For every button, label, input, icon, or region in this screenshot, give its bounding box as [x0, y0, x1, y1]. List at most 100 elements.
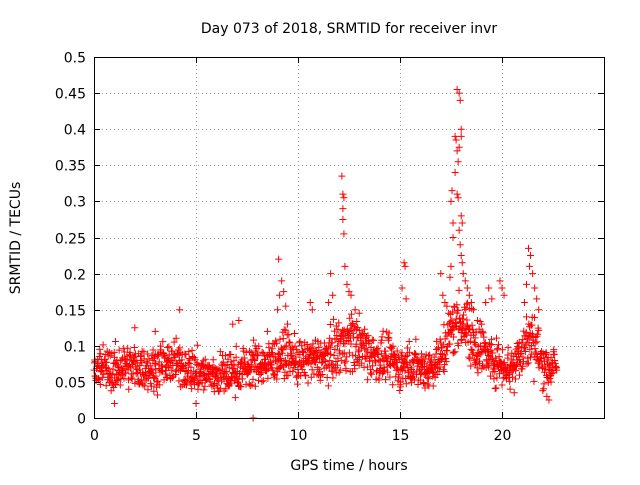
data-point-peak [531, 284, 539, 292]
data-point [110, 384, 118, 392]
data-point [183, 381, 191, 389]
data-point-peak [461, 277, 469, 285]
data-point-peak [274, 306, 282, 314]
data-point [463, 316, 471, 324]
data-point [379, 327, 387, 335]
data-point [135, 380, 143, 388]
data-point-peak [533, 295, 541, 303]
data-point [314, 337, 322, 345]
data-point [425, 375, 433, 383]
data-point-peak [355, 309, 363, 317]
data-point [466, 337, 474, 345]
data-point [420, 380, 428, 388]
data-point [438, 356, 446, 364]
data-point [304, 379, 312, 387]
data-point [130, 344, 138, 352]
data-point-peak [282, 302, 290, 310]
data-point [454, 306, 462, 314]
data-point [294, 380, 302, 388]
data-point-peak [347, 291, 355, 299]
data-point-peak [308, 306, 316, 314]
data-point [144, 386, 152, 394]
data-point [491, 368, 499, 376]
data-point [193, 341, 201, 349]
data-point [302, 372, 310, 380]
data-point [199, 357, 207, 365]
y-tick-label: 0.25 [55, 232, 86, 248]
data-point-peak [275, 255, 283, 263]
data-point-peak [131, 324, 139, 332]
data-point [281, 343, 289, 351]
data-point [449, 349, 457, 357]
data-point [419, 378, 427, 386]
data-point [534, 330, 542, 338]
data-point [168, 357, 176, 365]
data-point [291, 361, 299, 369]
data-point-peak [343, 280, 351, 288]
data-point-peak [449, 234, 457, 241]
data-point [405, 348, 413, 356]
data-point [273, 375, 281, 383]
data-point [238, 375, 246, 383]
data-point [169, 374, 177, 382]
data-point [219, 358, 227, 366]
data-point [465, 353, 473, 361]
data-point [398, 349, 406, 357]
data-point [279, 335, 287, 343]
data-point [530, 377, 538, 385]
data-point-peak [339, 215, 347, 223]
data-point [545, 366, 553, 374]
data-point [490, 375, 498, 383]
y-tick-label: 0.35 [55, 159, 86, 175]
data-point [175, 366, 183, 374]
y-tick-label: 0.05 [55, 376, 86, 392]
data-point [318, 371, 326, 379]
data-point [362, 333, 370, 341]
data-point [429, 382, 437, 390]
data-point [181, 367, 189, 375]
data-point [467, 362, 475, 370]
data-point [327, 351, 335, 359]
data-point [494, 344, 502, 352]
data-point [421, 355, 429, 363]
data-point [326, 344, 334, 352]
data-point [312, 346, 320, 354]
data-point [289, 368, 297, 376]
data-point [153, 391, 161, 399]
data-point [369, 362, 377, 370]
data-point [195, 380, 203, 388]
data-point-peak [446, 273, 454, 281]
data-point [412, 351, 420, 359]
y-axis-title: SRMTID / TECUs [8, 182, 24, 295]
data-point [385, 329, 393, 337]
data-point [156, 381, 164, 389]
data-point [459, 311, 467, 319]
data-point [148, 369, 156, 377]
data-point [102, 382, 110, 390]
data-point [426, 351, 434, 359]
data-point [298, 342, 306, 350]
data-point [120, 374, 128, 382]
data-point-peak [535, 306, 543, 314]
data-point [248, 381, 256, 389]
data-point [521, 347, 529, 355]
data-point [516, 371, 524, 379]
data-point-peak [455, 89, 463, 97]
data-point [96, 380, 104, 388]
data-point [258, 348, 266, 356]
data-point [267, 361, 275, 369]
data-point [441, 361, 449, 369]
data-point [358, 359, 366, 367]
data-point [123, 355, 131, 363]
data-point [469, 350, 477, 358]
data-point-peak [176, 306, 184, 314]
data-point [96, 350, 104, 358]
data-point [391, 354, 399, 362]
data-point-peak [463, 284, 471, 292]
data-point [375, 376, 383, 384]
data-point [442, 355, 450, 363]
data-point [549, 369, 557, 377]
data-point-peak [453, 85, 461, 93]
data-point [144, 350, 152, 358]
data-point [145, 355, 153, 363]
